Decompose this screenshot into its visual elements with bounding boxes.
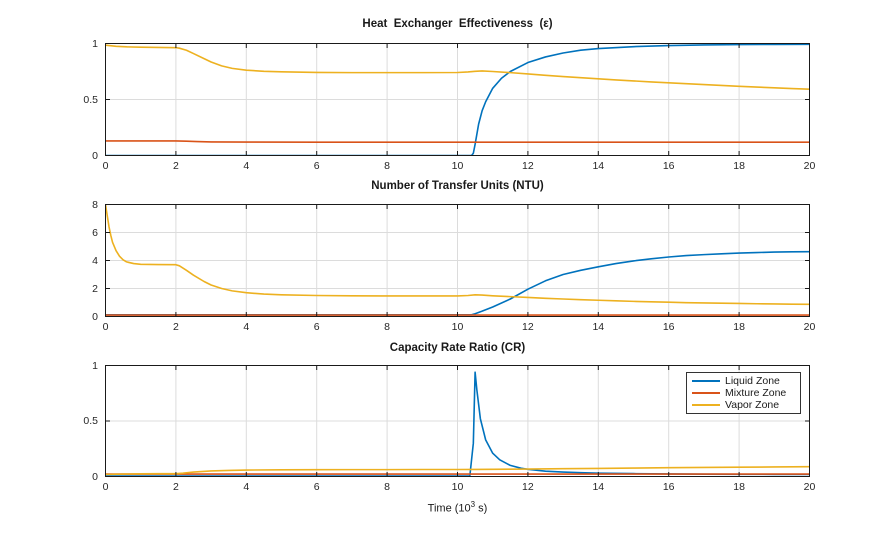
x-tick-label: 6	[313, 160, 320, 172]
x-tick-label: 4	[243, 160, 250, 172]
y-tick-label: 0.5	[83, 93, 98, 106]
x-tick-label: 18	[733, 321, 745, 333]
x-tick-label: 14	[592, 160, 605, 172]
axes-box	[105, 365, 810, 477]
y-tick-label: 1	[92, 37, 98, 50]
x-tick-label: 10	[451, 481, 464, 493]
x-axis-label-exponent: 3	[470, 500, 476, 509]
x-axis-label-prefix: Time (10	[427, 502, 471, 515]
x-tick-label: 16	[662, 481, 675, 493]
legend-entry-liquid-zone[interactable]: Liquid Zone	[687, 375, 800, 387]
x-tick-label: 4	[243, 321, 250, 333]
x-tick-label: 0	[102, 160, 109, 172]
x-tick-label: 8	[384, 321, 391, 333]
y-tick-label: 0	[92, 310, 98, 323]
x-tick-label: 20	[803, 160, 816, 172]
x-tick-label: 2	[172, 160, 179, 172]
x-tick-label: 4	[243, 481, 250, 493]
y-tick-label: 8	[92, 198, 98, 211]
legend-line-icon	[692, 404, 720, 406]
y-tick-label: 4	[92, 254, 98, 267]
x-tick-label: 0	[102, 321, 109, 333]
series-line-vapor-zone	[105, 204, 810, 306]
legend-label: Vapor Zone	[725, 399, 780, 411]
x-tick-label: 2	[172, 481, 179, 493]
plot-area-cr[interactable]	[105, 365, 810, 477]
legend-entry-vapor-zone[interactable]: Vapor Zone	[687, 399, 800, 411]
y-tick-label: 2	[92, 282, 98, 295]
chart-title-effectiveness: Heat Exchanger Effectiveness (ε)	[362, 18, 553, 30]
y-tick-label: 1	[92, 359, 98, 372]
x-tick-label: 10	[451, 160, 464, 172]
x-axis-label-suffix: s)	[475, 502, 488, 515]
legend-label: Mixture Zone	[725, 387, 787, 399]
y-tick-label: 0.5	[83, 415, 98, 427]
legend-entry-mixture-zone[interactable]: Mixture Zone	[687, 387, 800, 399]
x-tick-label: 12	[522, 160, 534, 172]
chart-title-ntu: Number of Transfer Units (NTU)	[371, 180, 544, 192]
series-line-mixture-zone	[105, 140, 810, 143]
legend[interactable]: Liquid Zone Mixture Zone Vapor Zone	[686, 372, 801, 414]
x-tick-label: 20	[803, 481, 816, 493]
series-line-liquid-zone	[105, 43, 810, 156]
x-tick-label: 14	[592, 481, 605, 493]
x-tick-label: 6	[313, 321, 320, 333]
x-tick-label: 2	[172, 321, 179, 333]
chart-canvas	[105, 43, 810, 156]
chart-title-cr: Capacity Rate Ratio (CR)	[389, 342, 526, 354]
axes-box	[105, 204, 810, 317]
x-tick-label: 6	[313, 481, 320, 493]
series-line-vapor-zone	[105, 465, 810, 476]
x-tick-label: 20	[803, 321, 816, 333]
y-tick-label: 0	[92, 149, 98, 162]
plot-area-ntu[interactable]	[105, 204, 810, 317]
y-tick-label: 0	[92, 470, 98, 483]
x-axis-label: Time (103 s)	[105, 500, 810, 515]
chart-canvas	[105, 365, 810, 477]
x-tick-label: 8	[384, 481, 391, 493]
axes-box	[105, 43, 810, 156]
y-tick-label: 6	[92, 226, 98, 239]
x-tick-label: 16	[662, 160, 675, 172]
x-tick-label: 8	[384, 160, 391, 172]
x-tick-label: 10	[451, 321, 464, 333]
x-tick-label: 16	[662, 321, 675, 333]
x-tick-label: 0	[102, 481, 109, 493]
x-tick-label: 12	[522, 321, 534, 333]
chart-canvas	[105, 204, 810, 317]
x-tick-label: 14	[592, 321, 605, 333]
legend-line-icon	[692, 380, 720, 382]
x-tick-label: 12	[522, 481, 534, 493]
x-tick-label: 18	[733, 481, 745, 493]
series-line-vapor-zone	[105, 44, 810, 90]
x-tick-label: 18	[733, 160, 745, 172]
plot-area-effectiveness[interactable]	[105, 43, 810, 156]
legend-label: Liquid Zone	[725, 375, 780, 387]
legend-line-icon	[692, 392, 720, 394]
